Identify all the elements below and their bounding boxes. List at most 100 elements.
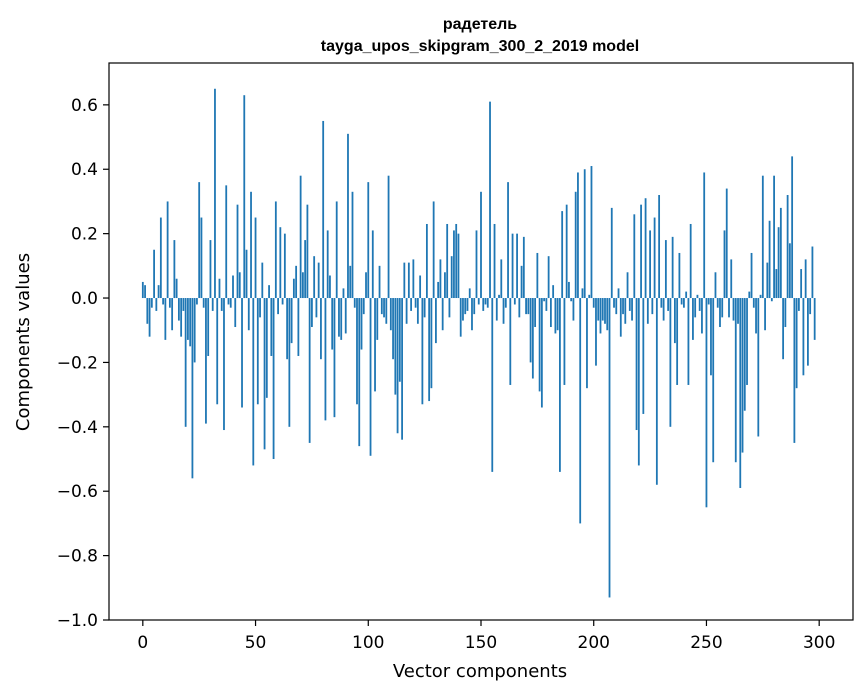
- bar: [714, 272, 717, 299]
- bar: [786, 195, 789, 299]
- bar: [520, 265, 523, 299]
- bar: [504, 298, 507, 308]
- bar: [703, 172, 706, 299]
- bar: [552, 285, 555, 299]
- bar: [247, 298, 250, 331]
- bar: [168, 298, 171, 308]
- bar: [782, 298, 785, 360]
- bar: [737, 298, 739, 324]
- bar: [347, 133, 349, 299]
- y-tick-label: −0.2: [57, 353, 98, 373]
- bar: [759, 294, 762, 299]
- bar: [561, 211, 564, 299]
- bar: [232, 275, 234, 299]
- bar: [157, 285, 160, 299]
- bar: [752, 298, 755, 308]
- bar: [324, 298, 327, 421]
- bar: [462, 298, 464, 321]
- bar: [531, 298, 534, 379]
- bar: [344, 298, 347, 334]
- bar: [335, 201, 338, 299]
- bar: [495, 298, 498, 321]
- bar: [683, 298, 685, 308]
- bar: [502, 298, 505, 324]
- bar: [624, 298, 627, 324]
- y-tick-label: −1.0: [57, 611, 98, 631]
- bar: [265, 298, 268, 398]
- bar: [773, 175, 775, 299]
- bar: [743, 298, 746, 411]
- x-tick-label: 300: [803, 633, 835, 653]
- bar: [148, 298, 151, 337]
- bar: [288, 298, 291, 427]
- bar: [238, 272, 241, 299]
- bar: [207, 298, 210, 356]
- bar: [419, 275, 422, 299]
- bar: [757, 298, 760, 437]
- bar: [554, 298, 557, 334]
- bar: [795, 298, 798, 389]
- bar: [466, 298, 469, 311]
- bar: [597, 298, 600, 321]
- bar: [619, 298, 622, 337]
- bar: [572, 298, 575, 321]
- bar: [329, 275, 331, 299]
- bar: [464, 298, 467, 315]
- x-tick-label: 0: [137, 633, 148, 653]
- bar: [538, 298, 541, 392]
- bar: [761, 175, 764, 299]
- y-axis-label: Components values: [13, 253, 34, 431]
- bar: [658, 195, 661, 299]
- bar: [477, 298, 480, 305]
- bar: [367, 182, 370, 299]
- bar: [292, 278, 295, 299]
- bar: [146, 298, 149, 324]
- bar: [707, 298, 710, 305]
- bar: [628, 298, 631, 311]
- bar: [216, 298, 219, 405]
- bar: [180, 298, 183, 337]
- bar: [626, 272, 629, 299]
- x-axis: 0 50 100 150 200 250 300: [137, 620, 835, 653]
- bar: [588, 294, 591, 299]
- bar: [755, 298, 757, 334]
- bar: [279, 227, 282, 299]
- bar: [797, 298, 800, 311]
- bar: [412, 259, 415, 299]
- bar: [362, 298, 365, 315]
- bar: [784, 298, 787, 328]
- bar: [268, 285, 270, 299]
- bar: [547, 256, 550, 299]
- chart-title: радетель: [443, 16, 517, 33]
- bar: [701, 298, 703, 334]
- bar: [306, 204, 309, 299]
- bar: [536, 252, 539, 299]
- bar: [175, 278, 178, 299]
- bar: [220, 298, 223, 311]
- bar: [642, 298, 645, 414]
- bar: [468, 288, 471, 299]
- bar: [435, 298, 437, 344]
- bar: [385, 298, 388, 324]
- bar: [750, 252, 753, 299]
- plot-frame: [108, 62, 854, 621]
- bar: [457, 233, 460, 299]
- bar: [606, 298, 609, 331]
- bar: [746, 298, 748, 385]
- x-tick-label: 100: [352, 633, 384, 653]
- bar: [274, 201, 277, 299]
- bar: [568, 281, 570, 299]
- bar: [159, 217, 162, 299]
- bar: [667, 298, 670, 311]
- bar: [394, 298, 397, 395]
- x-tick-label: 150: [465, 633, 497, 653]
- bar: [791, 156, 794, 299]
- bar: [482, 298, 485, 311]
- y-tick-label: 0.6: [71, 96, 98, 116]
- bar: [637, 298, 640, 466]
- bar: [615, 298, 618, 315]
- bar: [604, 298, 606, 324]
- bar: [313, 256, 316, 299]
- bar: [734, 298, 737, 463]
- bar: [286, 298, 289, 360]
